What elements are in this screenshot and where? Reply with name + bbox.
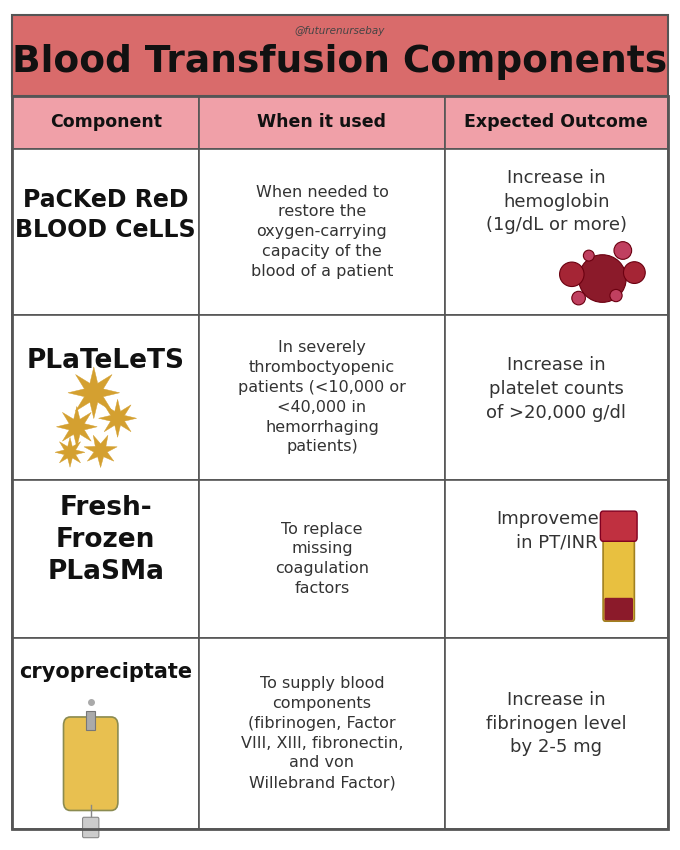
Text: To supply blood
components
(fibrinogen, Factor
VIII, XIII, fibronectin,
and von
: To supply blood components (fibrinogen, … (241, 676, 403, 790)
FancyBboxPatch shape (12, 15, 668, 96)
Polygon shape (99, 400, 137, 438)
Polygon shape (55, 438, 85, 468)
FancyBboxPatch shape (12, 149, 199, 314)
Text: PaCKeD ReD
BLOOD CeLLS: PaCKeD ReD BLOOD CeLLS (16, 188, 196, 242)
FancyBboxPatch shape (86, 711, 95, 730)
FancyBboxPatch shape (603, 531, 634, 621)
FancyBboxPatch shape (199, 96, 445, 149)
Text: When needed to
restore the
oxygen-carrying
capacity of the
blood of a patient: When needed to restore the oxygen-carryi… (251, 184, 393, 279)
Text: Increase in
platelet counts
of >20,000 g/dl: Increase in platelet counts of >20,000 g… (486, 356, 626, 422)
FancyBboxPatch shape (445, 149, 668, 314)
FancyBboxPatch shape (445, 480, 668, 638)
FancyBboxPatch shape (445, 314, 668, 480)
Text: Fresh-
Frozen
PLaSMa: Fresh- Frozen PLaSMa (47, 495, 164, 585)
Ellipse shape (560, 262, 584, 286)
Ellipse shape (579, 255, 626, 303)
Polygon shape (56, 406, 97, 447)
Text: Increase in
hemoglobin
(1g/dL or more): Increase in hemoglobin (1g/dL or more) (486, 169, 627, 235)
FancyBboxPatch shape (600, 511, 637, 541)
Polygon shape (84, 435, 117, 468)
FancyBboxPatch shape (12, 314, 199, 480)
Text: cryopreciptate: cryopreciptate (19, 662, 192, 682)
FancyBboxPatch shape (199, 480, 445, 638)
FancyBboxPatch shape (445, 96, 668, 149)
FancyBboxPatch shape (12, 480, 199, 638)
Ellipse shape (614, 241, 632, 259)
Text: Component: Component (50, 113, 162, 132)
FancyBboxPatch shape (12, 638, 199, 829)
Text: Improvement
in PT/INR: Improvement in PT/INR (496, 510, 617, 552)
Text: To replace
missing
coagulation
factors: To replace missing coagulation factors (275, 522, 369, 596)
Ellipse shape (624, 262, 645, 284)
FancyBboxPatch shape (199, 149, 445, 314)
Text: @futurenursebay: @futurenursebay (295, 26, 385, 37)
Ellipse shape (572, 292, 585, 305)
FancyBboxPatch shape (63, 717, 118, 811)
FancyBboxPatch shape (199, 638, 445, 829)
Text: Blood Transfusion Components: Blood Transfusion Components (12, 44, 668, 80)
Text: Increase in
fibrinogen level
by 2-5 mg: Increase in fibrinogen level by 2-5 mg (486, 691, 627, 756)
FancyBboxPatch shape (12, 96, 199, 149)
FancyBboxPatch shape (199, 314, 445, 480)
FancyBboxPatch shape (82, 818, 99, 838)
Text: PLaTeLеTS: PLaTeLеTS (27, 348, 185, 374)
Text: In severely
thromboctyopenic
patients (<10,000 or
<40,000 in
hemorrhaging
patien: In severely thromboctyopenic patients (<… (238, 340, 406, 455)
FancyBboxPatch shape (605, 598, 633, 620)
Ellipse shape (610, 290, 622, 302)
Ellipse shape (583, 250, 594, 261)
Polygon shape (68, 367, 120, 419)
Text: When it used: When it used (258, 113, 386, 132)
FancyBboxPatch shape (445, 638, 668, 829)
Text: Expected Outcome: Expected Outcome (464, 113, 648, 132)
